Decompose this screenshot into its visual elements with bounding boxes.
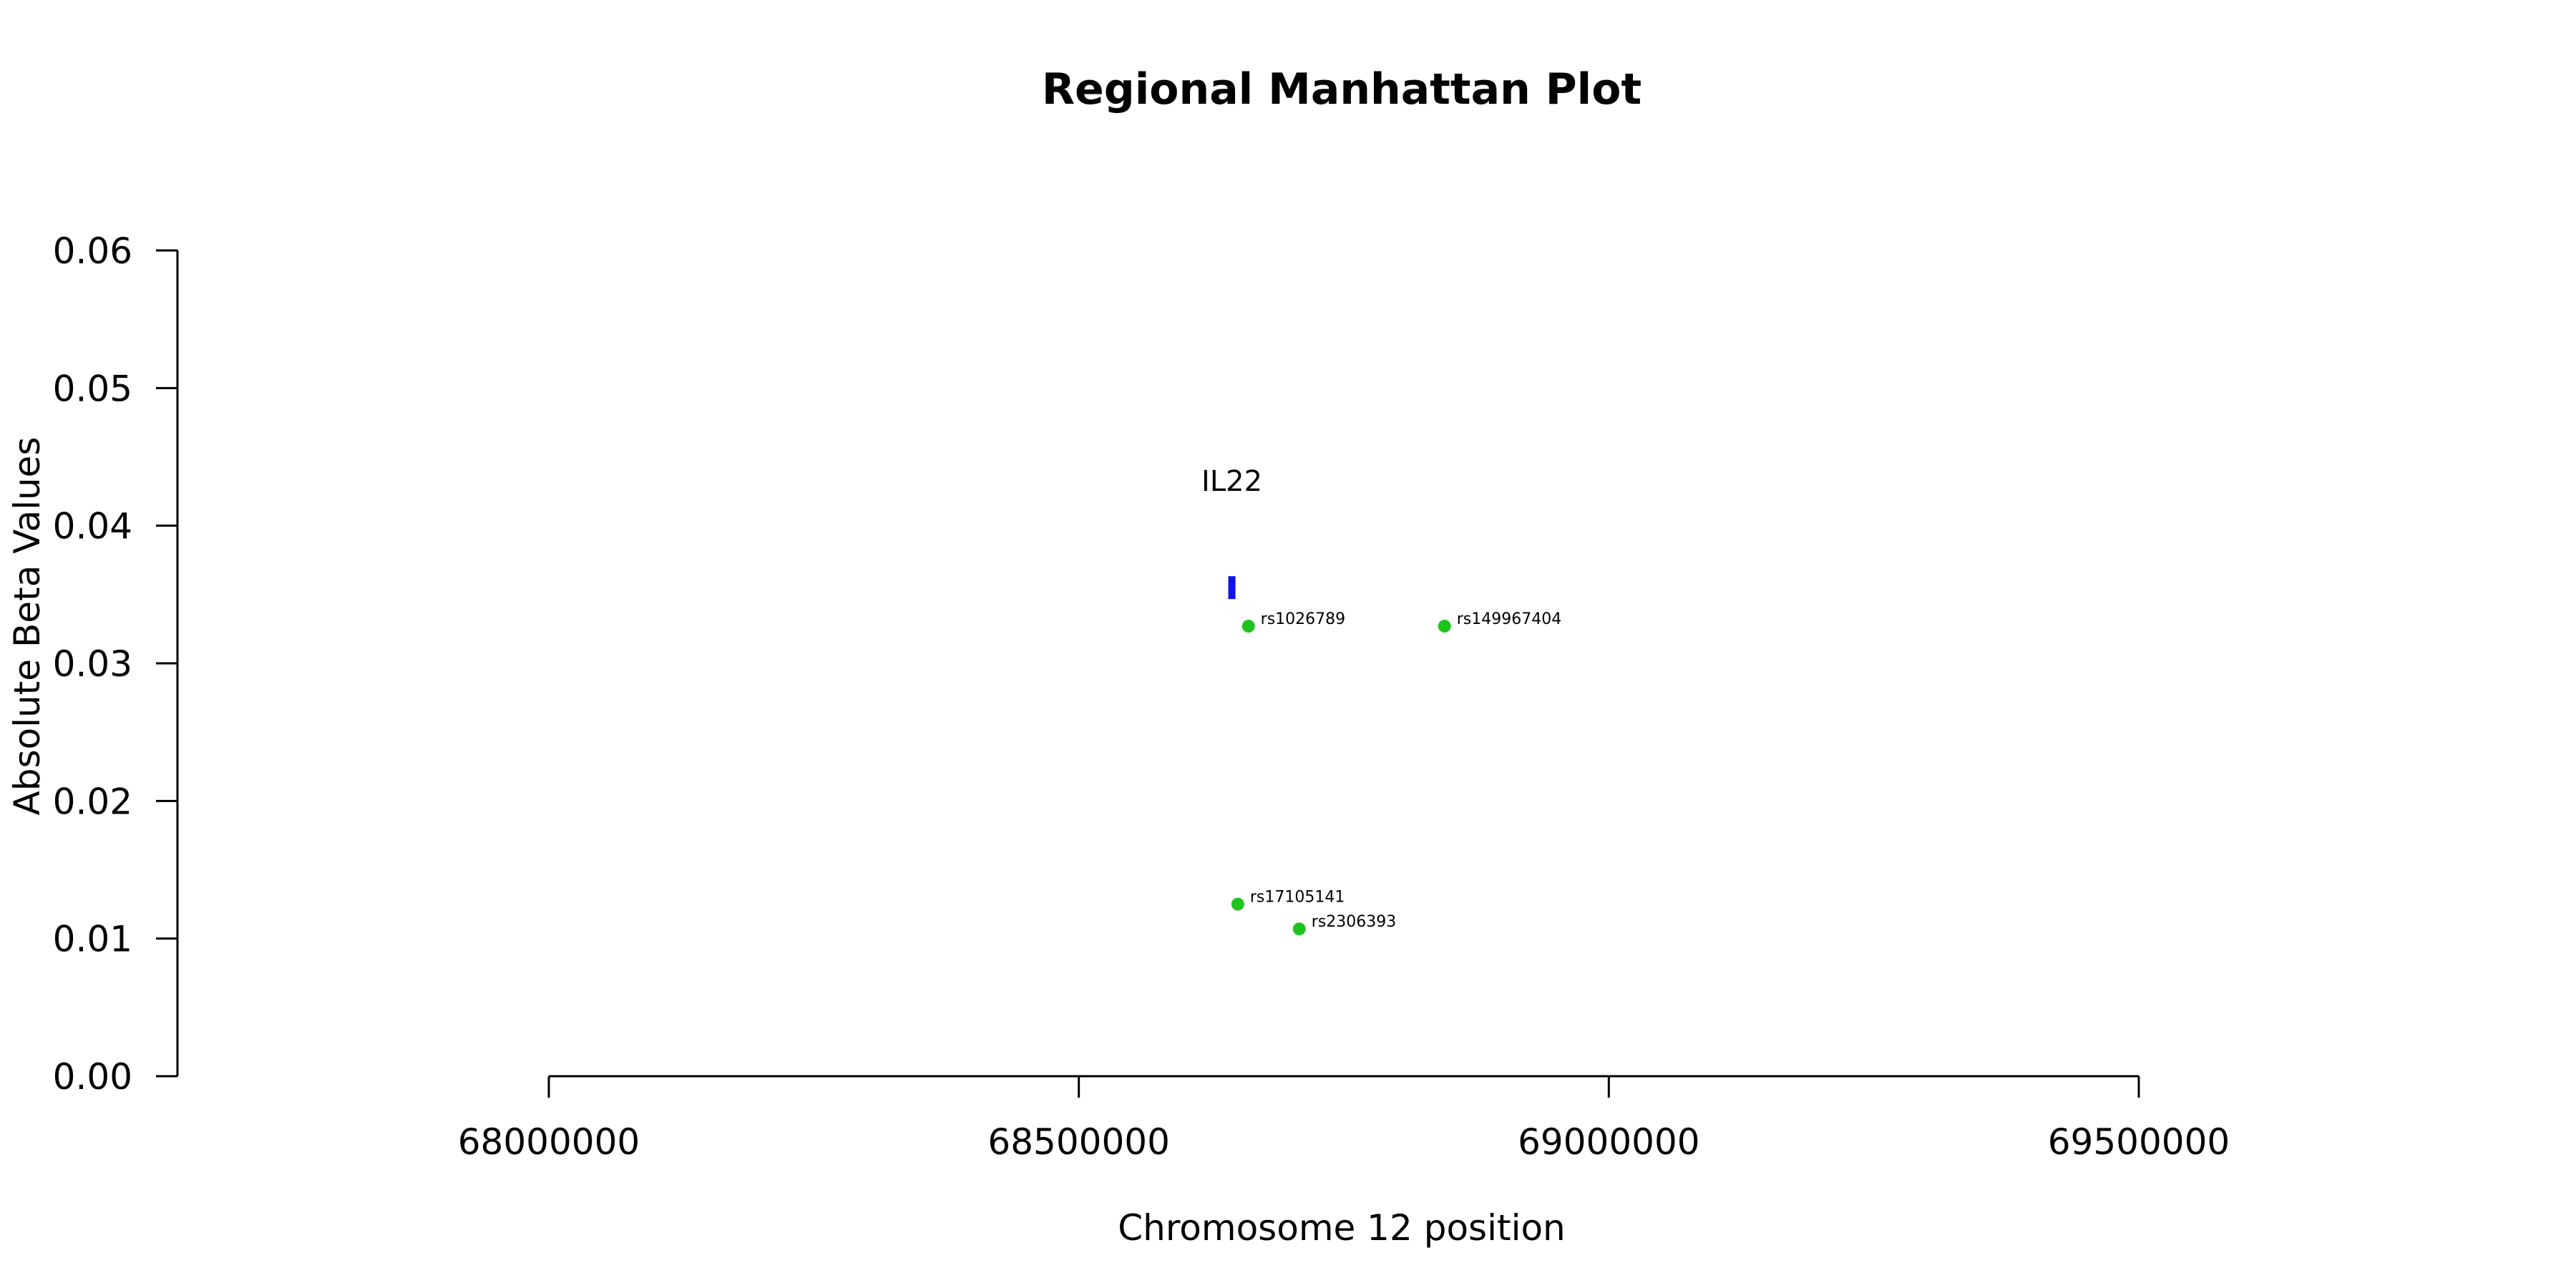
snp-point xyxy=(1438,620,1451,633)
x-axis: 68000000 68500000 69000000 69500000 xyxy=(458,1075,2230,1163)
y-axis-label: Absolute Beta Values xyxy=(6,437,48,816)
gene-label: IL22 xyxy=(1201,465,1262,498)
x-tick-label: 68000000 xyxy=(458,1121,640,1163)
snp-label: rs17105141 xyxy=(1250,889,1345,907)
x-tick-label: 69500000 xyxy=(2048,1121,2230,1163)
y-tick-label: 0.06 xyxy=(53,230,132,272)
x-axis-label: Chromosome 12 position xyxy=(1118,1207,1566,1249)
x-tick-label: 69000000 xyxy=(1518,1121,1700,1163)
points-layer: rs1026789 rs149967404 rs17105141 rs2306393 xyxy=(1231,610,1561,936)
snp-point xyxy=(1292,922,1306,936)
chart-title: Regional Manhattan Plot xyxy=(1042,64,1641,114)
y-tick-label: 0.03 xyxy=(53,643,132,685)
x-tick-label: 68500000 xyxy=(987,1121,1170,1163)
y-tick-label: 0.00 xyxy=(53,1056,132,1098)
snp-point xyxy=(1231,897,1244,911)
y-axis: 0.00 0.01 0.02 0.03 0.04 0.05 0.06 xyxy=(53,230,179,1098)
snp-point xyxy=(1241,620,1255,633)
snp-label: rs1026789 xyxy=(1261,610,1346,628)
snp-label: rs149967404 xyxy=(1457,610,1561,628)
gene-layer: IL22 xyxy=(1201,465,1262,600)
y-tick-label: 0.05 xyxy=(53,368,132,409)
y-tick-label: 0.01 xyxy=(53,919,132,960)
snp-label: rs2306393 xyxy=(1312,913,1397,931)
gene-marker xyxy=(1228,576,1236,600)
y-tick-label: 0.02 xyxy=(53,781,132,822)
y-tick-label: 0.04 xyxy=(53,506,132,547)
